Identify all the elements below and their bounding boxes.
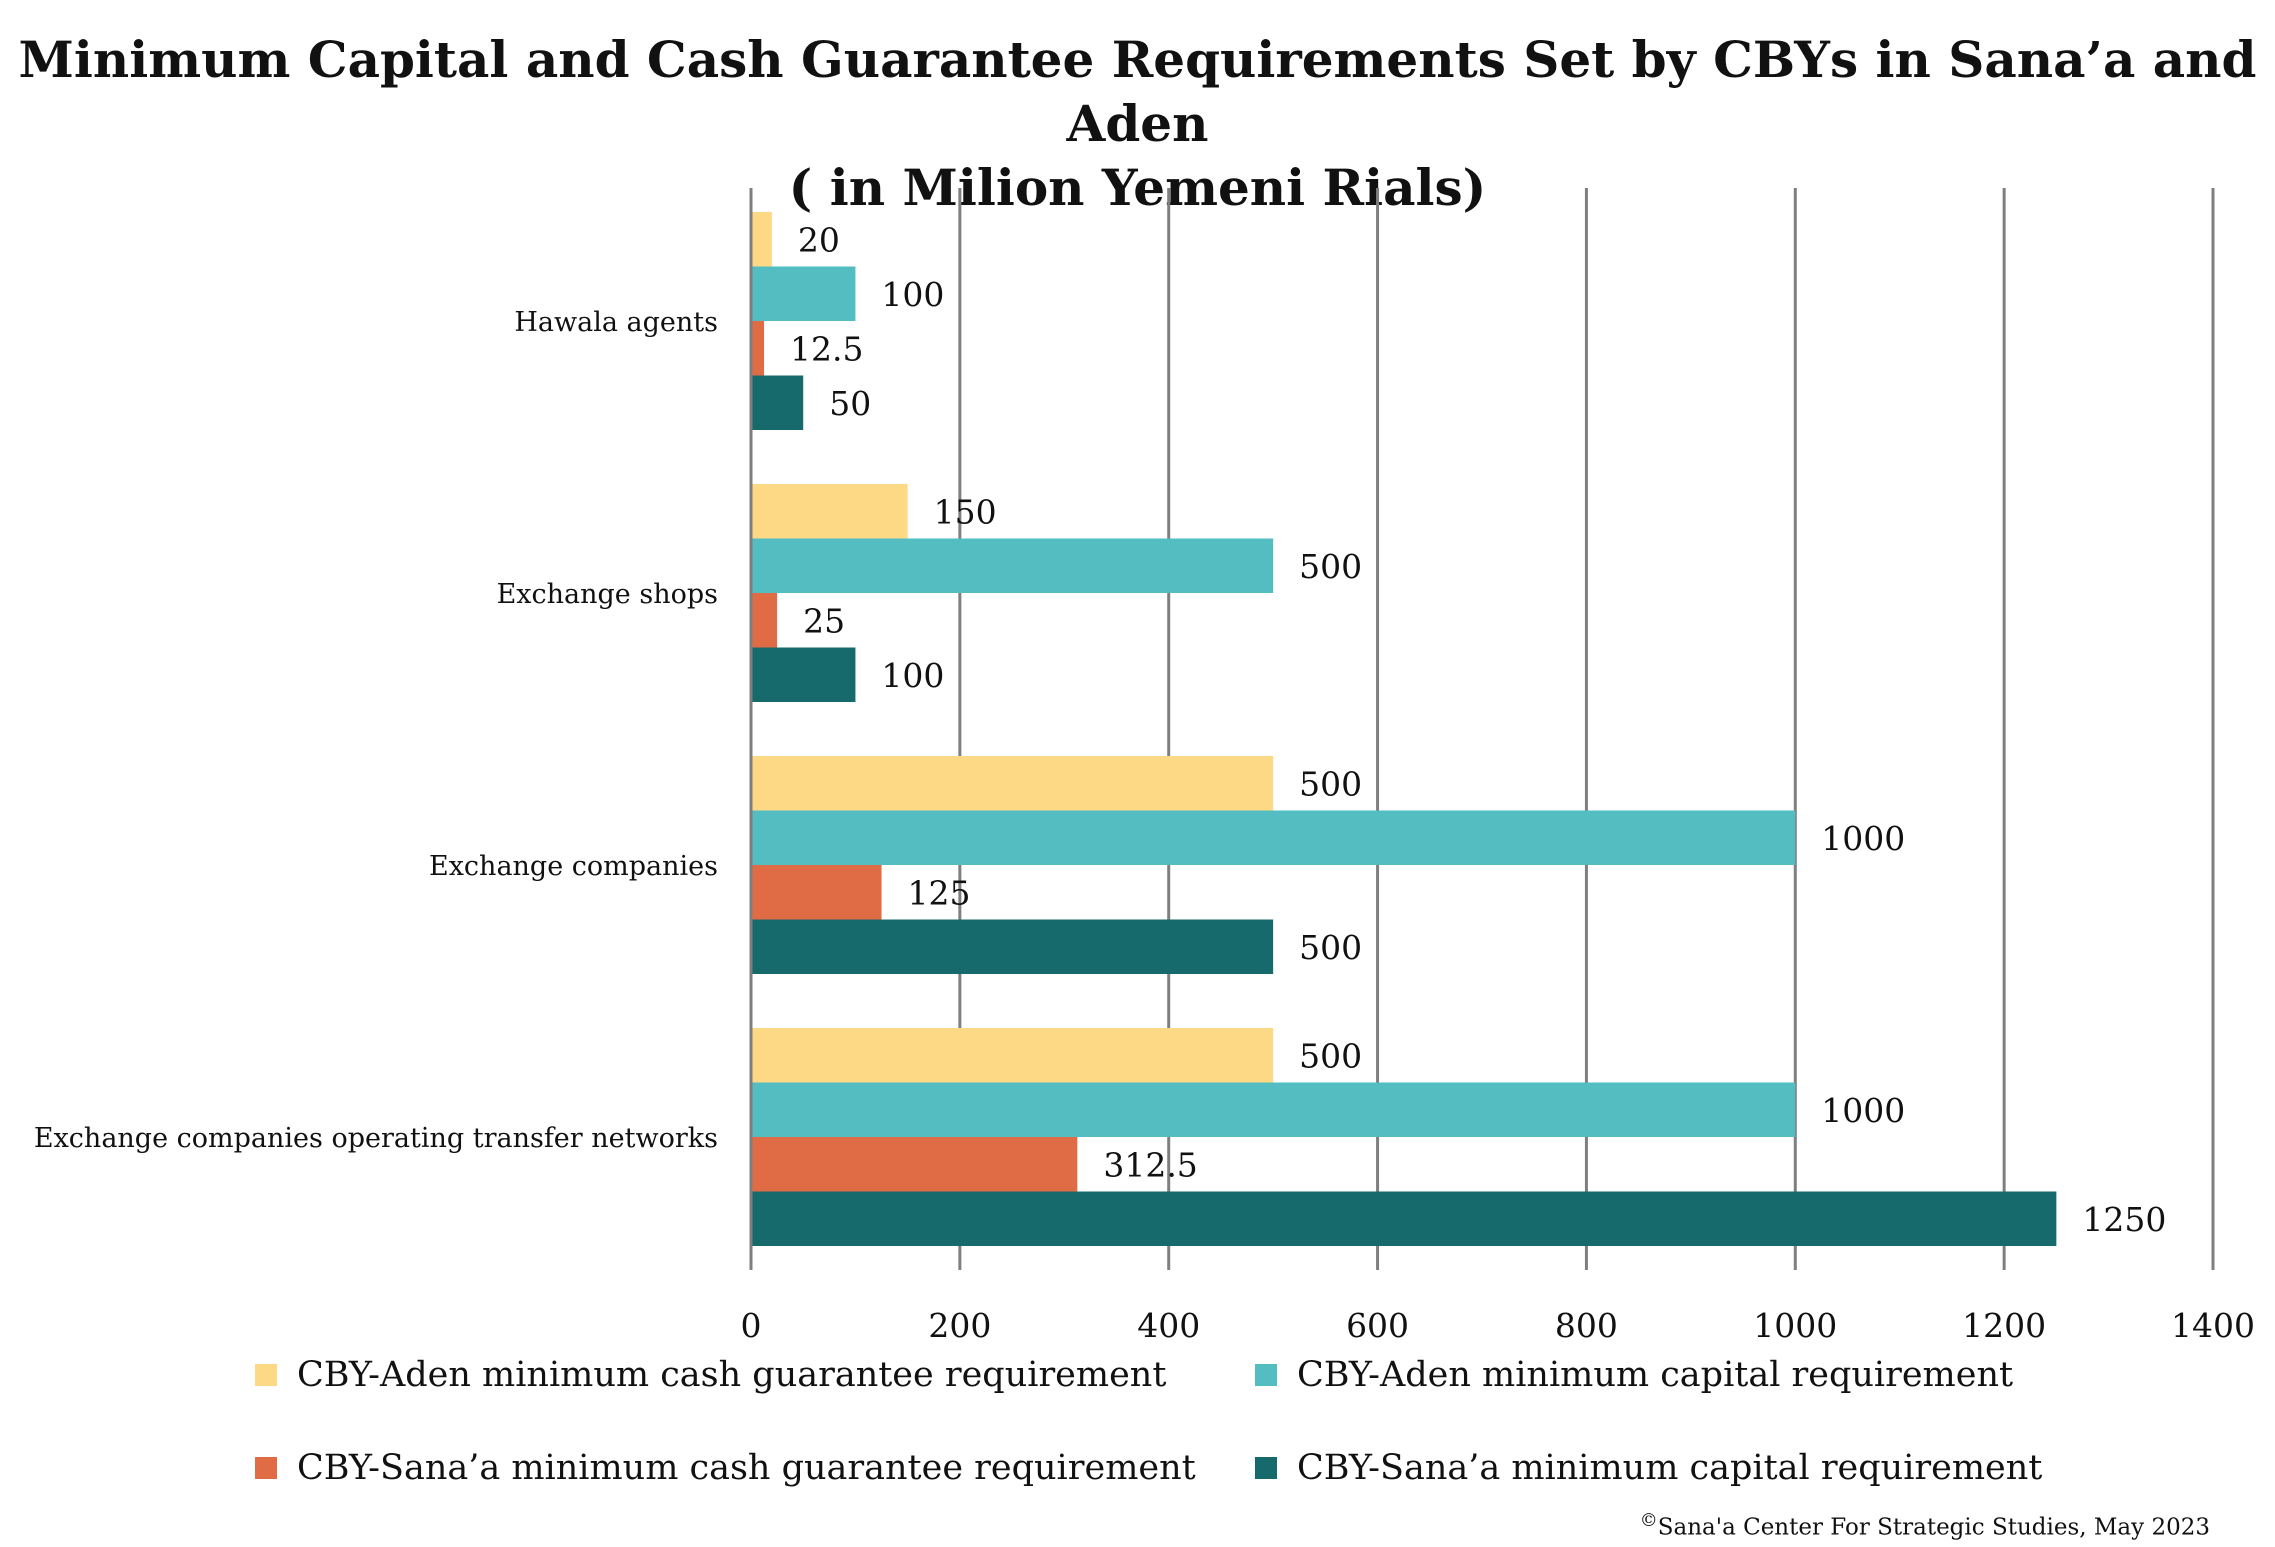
data-label-s3-c1: 12.5 [790,329,863,368]
legend-swatch-1 [255,1364,277,1386]
bar-s4-c3 [751,919,1274,974]
data-label-s3-c2: 25 [803,601,845,640]
x-tick-label-800: 800 [1555,1306,1618,1345]
legend-item-4: CBY-Sana’a minimum capital requirement [1255,1448,2042,1488]
data-label-s3-c3: 125 [908,873,971,912]
category-label-4: Exchange companies operating transfer ne… [34,1123,718,1154]
data-label-s4-c2: 100 [881,656,944,695]
data-label-s1-c3: 500 [1299,764,1362,803]
data-label-s1-c4: 500 [1299,1036,1362,1075]
legend-swatch-3 [255,1457,277,1479]
legend-swatch-4 [1255,1457,1277,1479]
data-label-s2-c3: 1000 [1821,819,1905,858]
data-label-s1-c1: 20 [798,220,840,259]
legend-label-2: CBY-Aden minimum capital requirement [1297,1355,2014,1395]
category-label-3: Exchange companies [429,851,718,882]
x-tick-labels: 0 200 400 600 800 1000 1200 1400 [741,1306,2255,1345]
x-tick-label-0: 0 [741,1306,762,1345]
x-tick-label-1400: 1400 [2171,1306,2255,1345]
chart-title-line-1: Minimum Capital and Cash Guarantee Requi… [18,30,2257,153]
x-tick-label-600: 600 [1346,1306,1409,1345]
bar-s1-c2 [751,484,908,539]
data-label-s4-c3: 500 [1299,928,1362,967]
bar-s1-c4 [751,1028,1274,1083]
legend-item-2: CBY-Aden minimum capital requirement [1255,1355,2013,1395]
bars [751,212,2057,1246]
copyright-symbol: © [1639,1510,1658,1531]
bar-s2-c1 [751,266,856,321]
data-label-s2-c2: 500 [1299,547,1362,586]
bar-s4-c1 [751,375,804,430]
data-label-s4-c1: 50 [829,384,871,423]
category-labels: Hawala agents Exchange shops Exchange comp… [34,307,718,1154]
category-label-2: Exchange shops [497,579,718,610]
data-labels: 20 100 12.5 50 150 500 25 100 500 1000 125 500 500 10… [790,220,2166,1239]
bar-s2-c4 [751,1082,1796,1137]
bar-s3-c1 [751,321,765,376]
bar-s2-c2 [751,538,1274,593]
bar-s3-c2 [751,593,778,648]
legend-swatch-2 [1255,1364,1277,1386]
bar-s4-c2 [751,647,856,702]
bar-s4-c4 [751,1191,2057,1246]
x-tick-label-1200: 1200 [1962,1306,2046,1345]
bar-s2-c3 [751,810,1796,865]
category-label-1: Hawala agents [514,307,718,338]
x-tick-label-1000: 1000 [1753,1306,1837,1345]
bar-s3-c4 [751,1137,1078,1192]
data-label-s2-c1: 100 [881,275,944,314]
x-tick-label-400: 400 [1137,1306,1200,1345]
bar-s1-c1 [751,212,772,267]
legend-item-3: CBY-Sana’a minimum cash guarantee requir… [255,1448,1196,1488]
bar-s1-c3 [751,756,1274,811]
legend-item-1: CBY-Aden minimum cash guarantee requirem… [255,1355,1166,1395]
legend-label-4: CBY-Sana’a minimum capital requirement [1297,1448,2043,1488]
chart-title: Minimum Capital and Cash Guarantee Requi… [0,28,2275,220]
chart-title-line-2: ( in Milion Yemeni Rials) [788,158,1487,217]
data-label-s3-c4: 312.5 [1103,1145,1197,1184]
bar-chart: Hawala agents Exchange shops Exchange comp… [34,188,2255,1345]
data-label-s2-c4: 1000 [1821,1091,1905,1130]
bar-s3-c3 [751,865,882,920]
legend-label-3: CBY-Sana’a minimum cash guarantee requir… [297,1448,1196,1488]
source-text: Sana'a Center For Strategic Studies, May… [1657,1514,2210,1541]
data-label-s1-c2: 150 [934,492,997,531]
data-label-s4-c4: 1250 [2082,1200,2166,1239]
legend: CBY-Aden minimum cash guarantee requirem… [255,1355,2155,1505]
source-credit: ©Sana'a Center For Strategic Studies, Ma… [1640,1510,2210,1541]
legend-label-1: CBY-Aden minimum cash guarantee requirem… [297,1355,1167,1395]
x-tick-label-200: 200 [928,1306,991,1345]
